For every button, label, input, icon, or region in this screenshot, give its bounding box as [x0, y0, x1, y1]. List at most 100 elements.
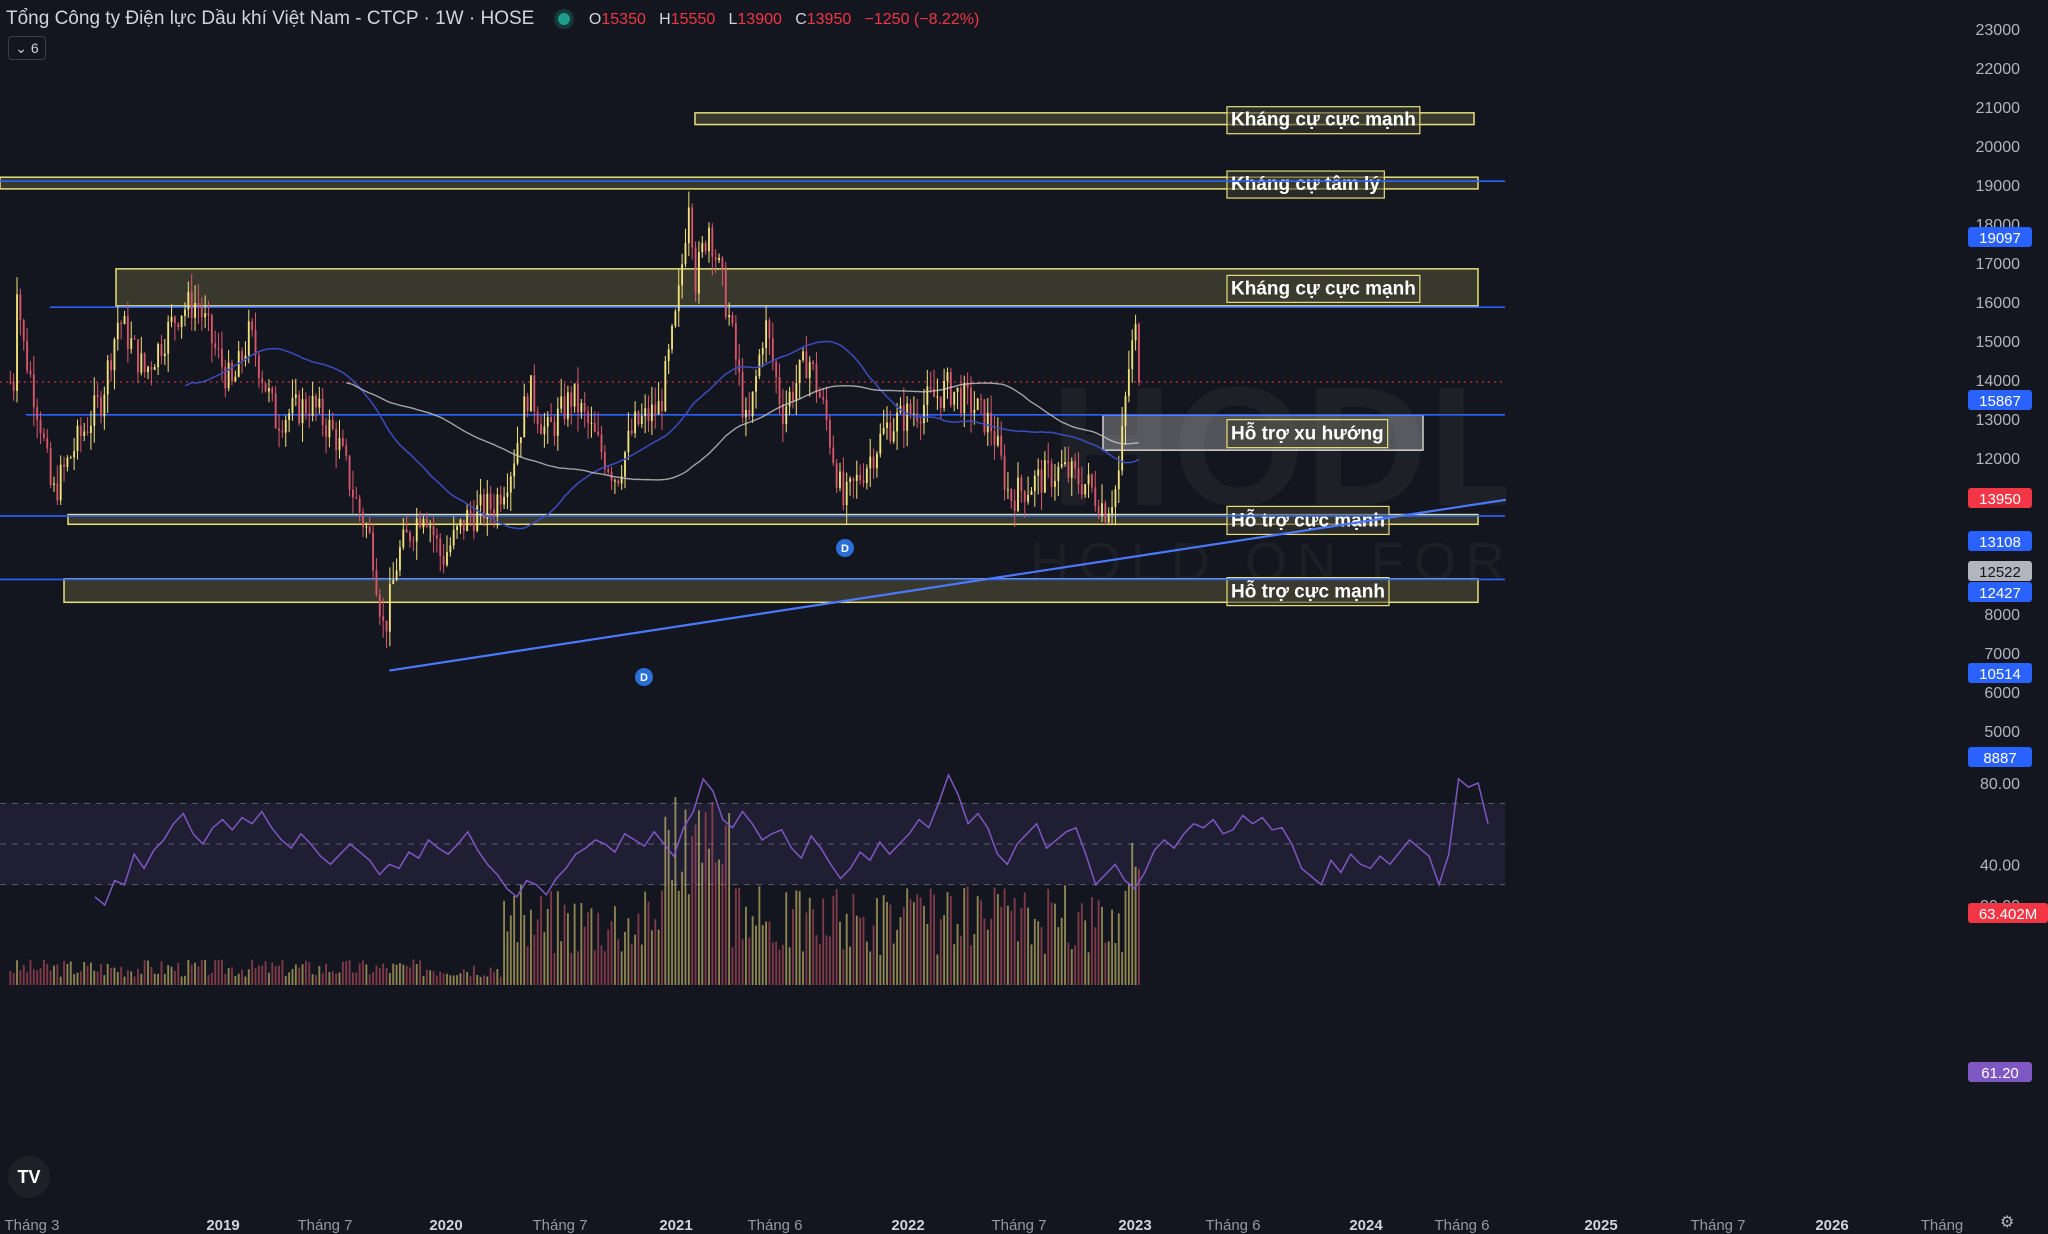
candle-body [540, 424, 542, 435]
candle-body [143, 353, 146, 373]
volume-bar [439, 971, 442, 985]
price-axis-tick: 13000 [1976, 412, 2021, 429]
volume-bar [822, 898, 825, 985]
volume-bar [993, 887, 996, 985]
volume-bar [644, 891, 647, 985]
time-axis-label: Tháng 6 [1434, 1217, 1489, 1234]
candle-body [876, 453, 878, 469]
candle-body [741, 372, 744, 418]
candle-body [1097, 506, 1100, 517]
volume-bar [876, 898, 878, 985]
volume-bar [815, 935, 818, 985]
volume-bar [546, 908, 549, 985]
candle-body [368, 526, 371, 533]
tradingview-logo[interactable]: TV [8, 1156, 50, 1198]
candle-body [493, 509, 495, 517]
candle-body [597, 431, 600, 435]
volume-bar [294, 964, 297, 985]
volume-bar [912, 902, 915, 985]
gear-icon[interactable]: ⚙ [2000, 1214, 2015, 1231]
candle-body [456, 526, 458, 530]
price-axis-tick: 6000 [1984, 685, 2020, 702]
volume-bar [26, 972, 29, 985]
candle-body [472, 515, 475, 531]
volume-bar [771, 942, 774, 985]
candle-body [449, 545, 452, 553]
candle-body [620, 476, 623, 484]
candle-body [388, 583, 391, 632]
volume-bar [167, 965, 170, 985]
volume-bar [237, 973, 240, 985]
volume-bar [331, 971, 334, 985]
candle-body [184, 309, 186, 316]
candle-body [1033, 475, 1036, 492]
candle-body [775, 362, 778, 378]
close-value: 13950 [806, 11, 852, 28]
volume-bar [1013, 898, 1016, 985]
volume-bar [392, 963, 395, 985]
volume-bar [76, 972, 79, 985]
candle-body [671, 325, 673, 350]
candle-body [523, 396, 526, 438]
volume-bar [83, 961, 86, 985]
volume-bar [980, 900, 982, 985]
candle-body [1090, 474, 1093, 488]
volume-bar [795, 890, 798, 985]
volume-bar [684, 809, 687, 985]
candle-body [1080, 484, 1083, 495]
volume-bar [939, 919, 942, 985]
candle-body [929, 386, 932, 389]
volume-bar [133, 976, 136, 985]
candle-body [996, 435, 999, 446]
volume-bar [120, 966, 123, 985]
volume-bar [798, 891, 801, 985]
price-axis-tick: 15000 [1976, 334, 2021, 351]
volume-bar [19, 970, 22, 985]
candle-body [187, 291, 190, 310]
candle-body [318, 398, 321, 408]
indicators-collapse-button[interactable]: ⌄ 6 [8, 36, 46, 60]
volume-bar [257, 965, 260, 985]
volume-bar [926, 924, 929, 985]
candle-body [496, 494, 499, 517]
candle-body [110, 360, 112, 371]
volume-bar [432, 971, 435, 985]
volume-bar [902, 907, 905, 985]
zone-label: Kháng cự cực mạnh [1231, 110, 1416, 131]
volume-bar [234, 976, 237, 985]
candle-body [701, 242, 704, 253]
candle-body [566, 392, 569, 420]
volume-bar [765, 921, 768, 985]
candle-body [647, 408, 650, 421]
candle-body [590, 422, 593, 424]
volume-bar [1111, 909, 1113, 985]
candle-body [422, 518, 425, 528]
candle-body [113, 339, 116, 371]
volume-bar [886, 902, 888, 985]
symbol-title[interactable]: Tổng Công ty Điện lực Dầu khí Việt Nam -… [6, 8, 535, 29]
candle-body [771, 338, 774, 363]
rsi-badge [1968, 1062, 2032, 1082]
candle-body [1003, 455, 1006, 490]
candle-body [1094, 487, 1097, 507]
dividend-marker [635, 668, 653, 686]
volume-bar [1037, 921, 1040, 985]
candle-body [66, 457, 69, 467]
volume-bar [563, 904, 566, 985]
volume-bar [724, 824, 727, 985]
price-badge [1968, 561, 2032, 581]
candle-body [939, 396, 942, 408]
candle-body [949, 372, 952, 405]
candle-body [805, 351, 808, 379]
volume-bar [204, 959, 207, 985]
candle-body [489, 493, 492, 510]
candle-body [29, 370, 32, 375]
price-axis-tick: 17000 [1976, 256, 2021, 273]
candle-body [896, 412, 899, 432]
volume-bar [714, 862, 717, 985]
zone-label: Hỗ trợ xu hướng [1231, 423, 1384, 445]
zone-label-box [1226, 170, 1385, 199]
candle-body [758, 354, 761, 377]
volume-bar [674, 796, 677, 985]
